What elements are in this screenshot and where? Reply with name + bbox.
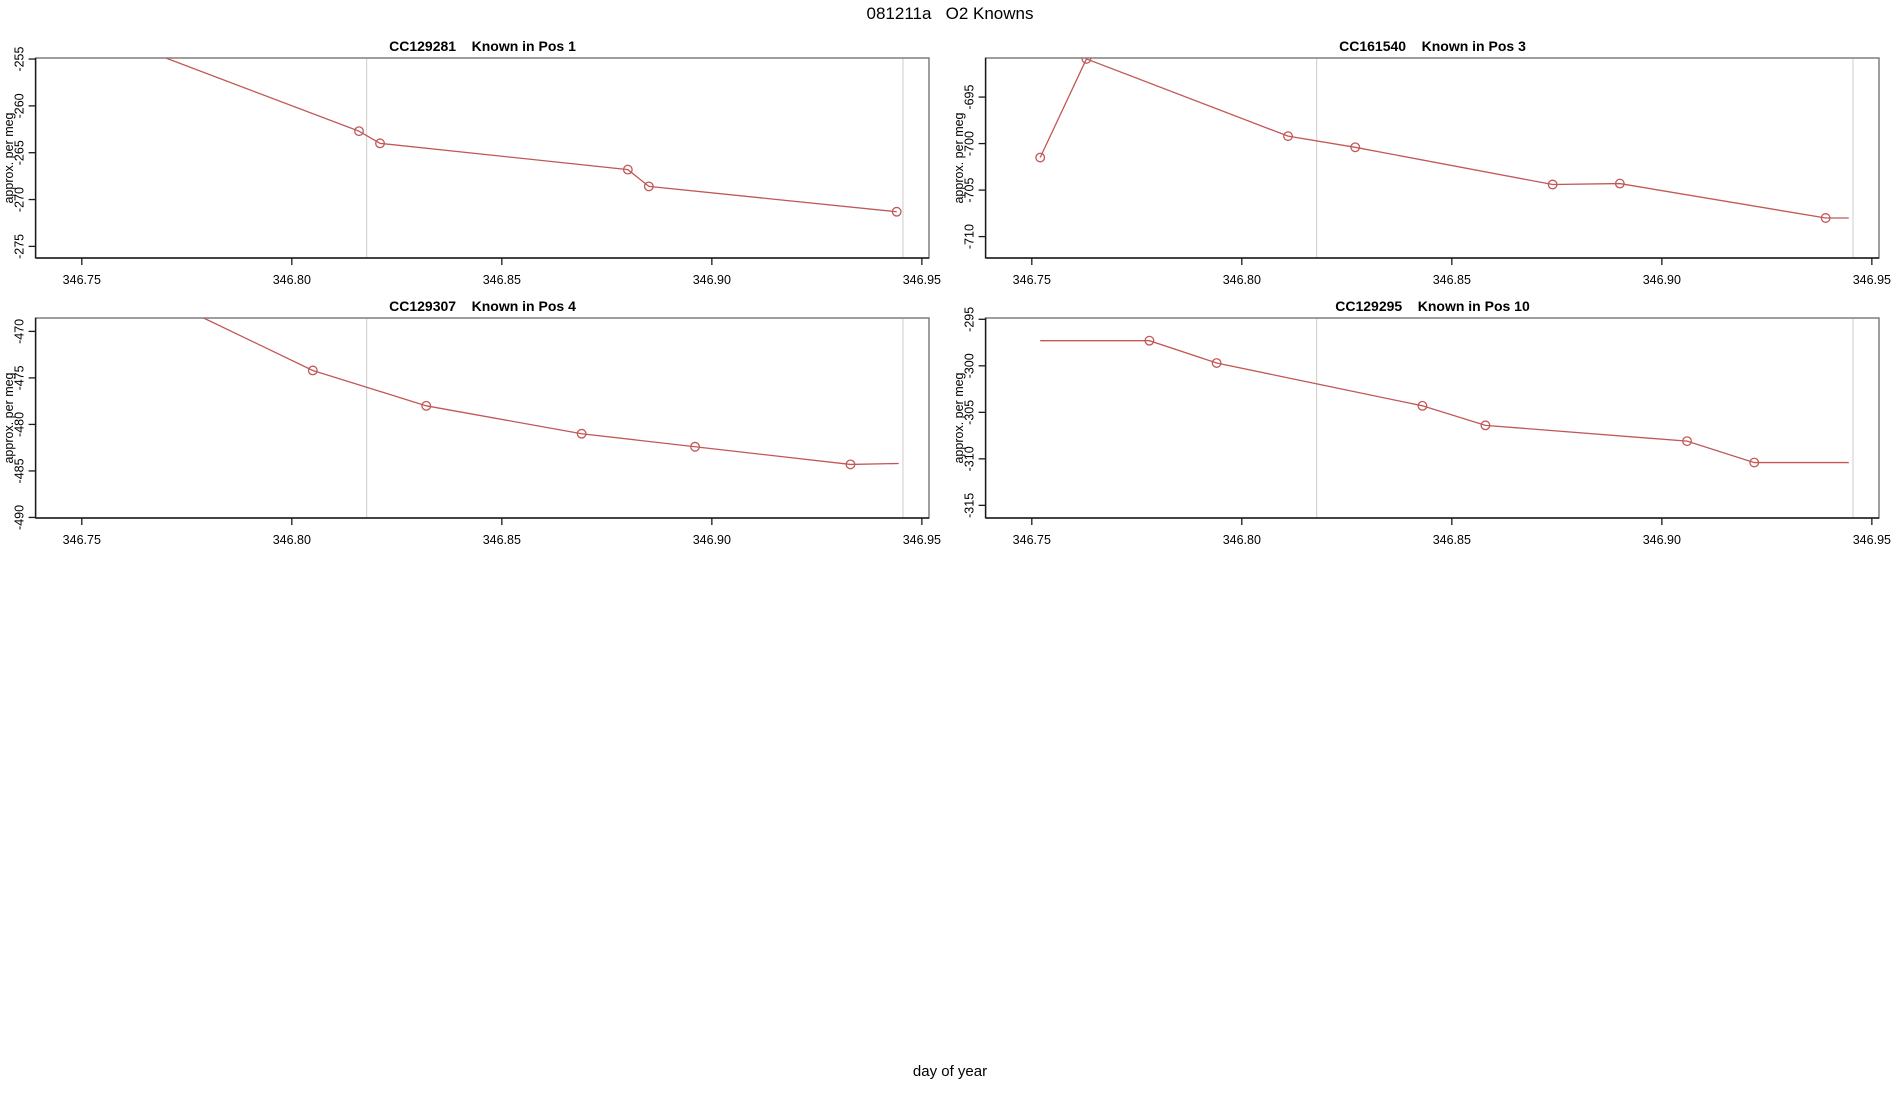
data-point-marker bbox=[576, 428, 587, 439]
panel-CC129307: CC129307 Known in Pos 4 346.75 346.80 346.8… bbox=[0, 285, 950, 550]
x-axis-tick-label: 346.80 bbox=[273, 273, 311, 287]
data-point-marker bbox=[622, 164, 633, 175]
data-point-marker bbox=[1417, 400, 1428, 411]
y-axis-tick-label: -315 bbox=[963, 493, 977, 518]
data-point-marker bbox=[891, 206, 902, 217]
y-axis-tick-label: -470 bbox=[13, 319, 27, 344]
y-axis-tick-label: -485 bbox=[13, 458, 27, 483]
panel-CC129295: CC129295 Known in Pos 10 346.75 346.80 346.… bbox=[950, 285, 1900, 550]
x-axis-tick-label: 346.90 bbox=[1643, 273, 1681, 287]
series-line bbox=[203, 318, 899, 466]
y-axis-tick-label: -710 bbox=[963, 224, 977, 249]
y-axis-tick-label: -480 bbox=[13, 412, 27, 437]
y-axis-tick-label: -475 bbox=[13, 365, 27, 390]
y-axis-label: approx. per meg bbox=[2, 372, 16, 463]
panel-plot-CC129281: 346.75 346.80 346.85 346.90 346.95 -275 -270 -2… bbox=[2, 46, 941, 287]
data-point-marker bbox=[1682, 436, 1692, 447]
x-axis-tick-label: 346.80 bbox=[1223, 273, 1261, 287]
x-axis-tick-label: 346.90 bbox=[693, 273, 731, 287]
x-axis-tick-label: 346.80 bbox=[1223, 533, 1261, 547]
y-axis-tick-label: -705 bbox=[963, 178, 977, 203]
data-point-marker bbox=[1283, 131, 1293, 142]
panel-title: CC129307 Known in Pos 4 bbox=[389, 298, 576, 314]
x-axis-tick-label: 346.95 bbox=[1853, 533, 1891, 547]
series-group bbox=[1035, 58, 1849, 223]
panel-plot-CC161540: 346.75 346.80 346.85 346.90 346.95 -710 -705 -7… bbox=[952, 57, 1891, 287]
data-point-marker bbox=[1614, 178, 1625, 189]
x-axis-tick-label: 346.85 bbox=[1433, 533, 1471, 547]
series-line bbox=[165, 58, 897, 213]
data-point-marker bbox=[1749, 457, 1760, 468]
data-point-marker bbox=[690, 441, 700, 452]
data-point-marker bbox=[1547, 179, 1558, 190]
y-axis-tick-label: -310 bbox=[963, 446, 977, 471]
data-point-marker bbox=[1480, 420, 1491, 431]
y-axis-tick-label: -260 bbox=[13, 93, 27, 118]
series-group bbox=[1040, 335, 1849, 468]
y-axis-tick-label: -295 bbox=[963, 307, 977, 332]
panel-title: CC129281 Known in Pos 1 bbox=[389, 38, 576, 54]
panel-plot-CC129307: 346.75 346.80 346.85 346.90 346.95 -490 -485 -4… bbox=[2, 317, 941, 547]
x-axis-tick-label: 346.85 bbox=[1433, 273, 1471, 287]
x-axis-tick-label: 346.95 bbox=[1853, 273, 1891, 287]
y-axis-tick-label: -300 bbox=[963, 353, 977, 378]
y-axis-tick-label: -695 bbox=[963, 85, 977, 110]
plot-box bbox=[984, 57, 1880, 259]
x-axis-tick-label: 346.75 bbox=[1013, 273, 1051, 287]
y-axis-tick-label: -265 bbox=[13, 140, 27, 165]
x-axis-tick-label: 346.75 bbox=[1013, 533, 1051, 547]
x-axis-tick-label: 346.90 bbox=[693, 533, 731, 547]
series-line bbox=[1039, 58, 1849, 219]
panel-CC161540: CC161540 Known in Pos 3 346.75 346.80 346.8… bbox=[950, 25, 1900, 290]
data-point-marker bbox=[1820, 213, 1831, 223]
x-axis-tick-label: 346.75 bbox=[63, 273, 101, 287]
series-line bbox=[1040, 340, 1849, 464]
data-point-marker bbox=[421, 400, 432, 411]
data-point-marker bbox=[1035, 152, 1046, 163]
y-axis-label: approx. per meg bbox=[952, 112, 966, 203]
series-group bbox=[203, 318, 899, 470]
x-axis-tick-label: 346.75 bbox=[63, 533, 101, 547]
data-point-marker bbox=[1211, 358, 1222, 368]
x-axis-tick-label: 346.95 bbox=[903, 273, 941, 287]
data-point-marker bbox=[1350, 142, 1361, 153]
y-axis-label: approx. per meg bbox=[952, 372, 966, 463]
x-axis-outer-label: day of year bbox=[912, 1063, 988, 1080]
panel-title: CC129295 Known in Pos 10 bbox=[1335, 298, 1530, 314]
data-point-marker bbox=[1144, 335, 1155, 346]
y-axis-tick-label: -255 bbox=[13, 46, 27, 71]
y-axis-tick-label: -305 bbox=[963, 400, 977, 425]
panel-CC129281: CC129281 Known in Pos 1 346.75 346.80 346.8… bbox=[0, 25, 950, 290]
x-axis-tick-label: 346.80 bbox=[273, 533, 311, 547]
x-axis-tick-label: 346.85 bbox=[483, 273, 521, 287]
figure-title: 081211a O2 Knowns bbox=[866, 4, 1034, 23]
y-axis-tick-label: -270 bbox=[13, 187, 27, 212]
y-axis-label: approx. per meg bbox=[2, 112, 16, 203]
panel-plot-CC129295: 346.75 346.80 346.85 346.90 346.95 -315 -310 -3… bbox=[952, 307, 1891, 547]
y-axis-tick-label: -275 bbox=[13, 234, 27, 259]
plot-box bbox=[34, 57, 930, 259]
x-axis-tick-label: 346.85 bbox=[483, 533, 521, 547]
data-point-marker bbox=[354, 126, 364, 137]
plot-box bbox=[984, 317, 1880, 519]
y-axis-tick-label: -700 bbox=[963, 131, 977, 156]
y-axis-tick-label: -490 bbox=[13, 505, 27, 530]
data-point-marker bbox=[845, 459, 856, 470]
data-point-marker bbox=[643, 181, 654, 192]
data-point-marker bbox=[307, 365, 318, 376]
panel-title: CC161540 Known in Pos 3 bbox=[1339, 38, 1526, 54]
x-axis-tick-label: 346.90 bbox=[1643, 533, 1681, 547]
data-point-marker bbox=[1081, 58, 1092, 64]
plot-box bbox=[34, 317, 930, 519]
data-point-marker bbox=[375, 138, 385, 149]
x-axis-tick-label: 346.95 bbox=[903, 533, 941, 547]
series-group bbox=[165, 58, 902, 217]
